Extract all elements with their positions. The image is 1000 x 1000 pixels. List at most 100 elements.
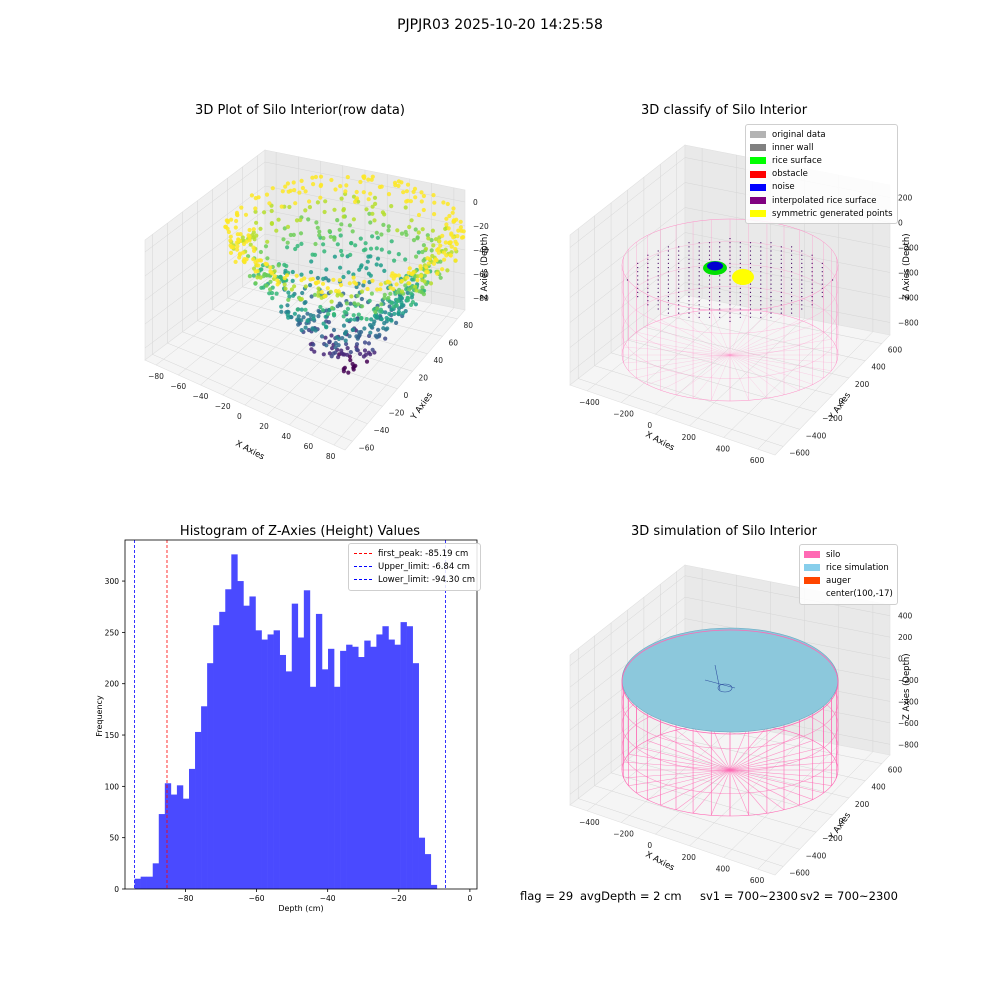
interpolated-point	[729, 279, 731, 281]
data-point	[362, 340, 368, 345]
histogram-bar	[285, 671, 293, 889]
data-point	[235, 244, 240, 249]
interpolated-point	[708, 296, 711, 298]
data-point	[351, 272, 356, 277]
x-tick-label: 600	[750, 876, 765, 885]
silo-floor-spoke	[729, 769, 750, 816]
data-point	[274, 291, 279, 296]
legend-label: Upper_limit: -6.84 cm	[378, 561, 470, 572]
data-point	[413, 302, 418, 307]
interpolated-point	[749, 316, 752, 318]
data-point	[323, 314, 328, 319]
data-point	[253, 206, 258, 211]
silo-floor-spoke	[729, 325, 813, 356]
histogram-bar	[303, 590, 311, 889]
data-point	[350, 229, 355, 234]
silo-floor-spoke	[729, 724, 750, 771]
data-point	[226, 229, 231, 235]
interpolated-point	[688, 262, 690, 264]
data-point	[372, 195, 378, 200]
legend-item: auger	[804, 574, 893, 587]
silo-floor-spoke	[729, 726, 768, 771]
data-point	[407, 281, 412, 286]
data-point	[396, 273, 401, 278]
data-point	[379, 184, 384, 189]
y-tick-label: 50	[109, 834, 119, 843]
interpolated-point	[749, 308, 752, 310]
data-point	[329, 177, 334, 183]
data-point	[272, 274, 277, 279]
legend-item: center(100,-17)	[804, 588, 893, 601]
silo-floor-spoke	[729, 746, 824, 771]
interpolated-point	[791, 300, 793, 302]
interpolated-point	[739, 262, 741, 264]
interpolated-point	[719, 254, 721, 256]
interpolated-point	[647, 271, 649, 273]
data-point	[440, 267, 445, 272]
interpolated-point	[688, 242, 690, 244]
data-point	[275, 278, 280, 283]
z-tick-label: 200	[898, 633, 913, 642]
interpolated-point	[678, 304, 680, 306]
silo-floor-spoke	[729, 314, 785, 356]
interpolated-point	[729, 238, 731, 240]
flag-text: flag = 29	[520, 889, 574, 903]
data-point	[279, 309, 284, 314]
data-point	[405, 198, 410, 203]
histogram-bar	[340, 650, 347, 889]
data-point	[421, 193, 426, 199]
silo-floor-spoke	[647, 354, 731, 385]
data-point	[429, 248, 434, 253]
data-point	[399, 289, 405, 294]
interpolated-point	[760, 316, 762, 318]
interpolated-point	[821, 267, 823, 269]
data-point	[374, 230, 379, 235]
interpolated-point	[801, 300, 803, 302]
interpolated-point	[780, 271, 782, 273]
raw-plot-title: 3D Plot of Silo Interior(row data)	[195, 103, 405, 118]
legend-label: symmetric generated points	[772, 208, 893, 219]
interpolated-point	[801, 291, 803, 293]
legend-swatch	[750, 183, 766, 191]
data-point	[400, 311, 406, 316]
noise-points	[707, 261, 723, 271]
interpolated-point	[698, 271, 700, 273]
data-point	[289, 287, 294, 292]
interpolated-point	[688, 258, 690, 260]
data-point	[346, 270, 351, 275]
silo-floor-spoke	[692, 311, 731, 356]
data-point	[396, 252, 401, 257]
interpolated-point	[811, 258, 813, 260]
interpolated-point	[708, 242, 711, 244]
z-axis-label: Z Axies (Depth)	[902, 233, 912, 300]
data-point	[306, 217, 311, 222]
reference-lines	[134, 540, 446, 889]
interpolated-point	[657, 254, 659, 256]
data-point	[255, 258, 260, 263]
interpolated-point	[719, 316, 721, 318]
data-point	[338, 265, 343, 270]
data-point	[454, 241, 459, 247]
data-point	[407, 224, 412, 230]
silo-floor-spoke	[729, 339, 832, 356]
data-point	[264, 283, 269, 288]
data-point	[341, 274, 346, 280]
interpolated-point	[708, 304, 711, 306]
interpolated-point	[729, 258, 731, 260]
data-point	[300, 185, 305, 191]
silo-floor-spoke	[623, 769, 731, 779]
silo-floor-spoke	[660, 769, 731, 806]
silo-floor-spoke	[729, 354, 768, 399]
silo-floor-spoke	[675, 354, 731, 396]
data-point	[370, 234, 375, 239]
interpolated-point	[678, 258, 680, 260]
interpolated-point	[821, 283, 823, 285]
interpolated-point	[647, 275, 649, 277]
data-point	[322, 294, 327, 299]
data-point	[251, 245, 256, 250]
data-point	[450, 210, 455, 215]
interpolated-point	[770, 287, 772, 289]
data-point	[431, 193, 436, 198]
y-tick-label: −400	[806, 431, 827, 440]
silo-floor-spoke	[729, 311, 768, 356]
